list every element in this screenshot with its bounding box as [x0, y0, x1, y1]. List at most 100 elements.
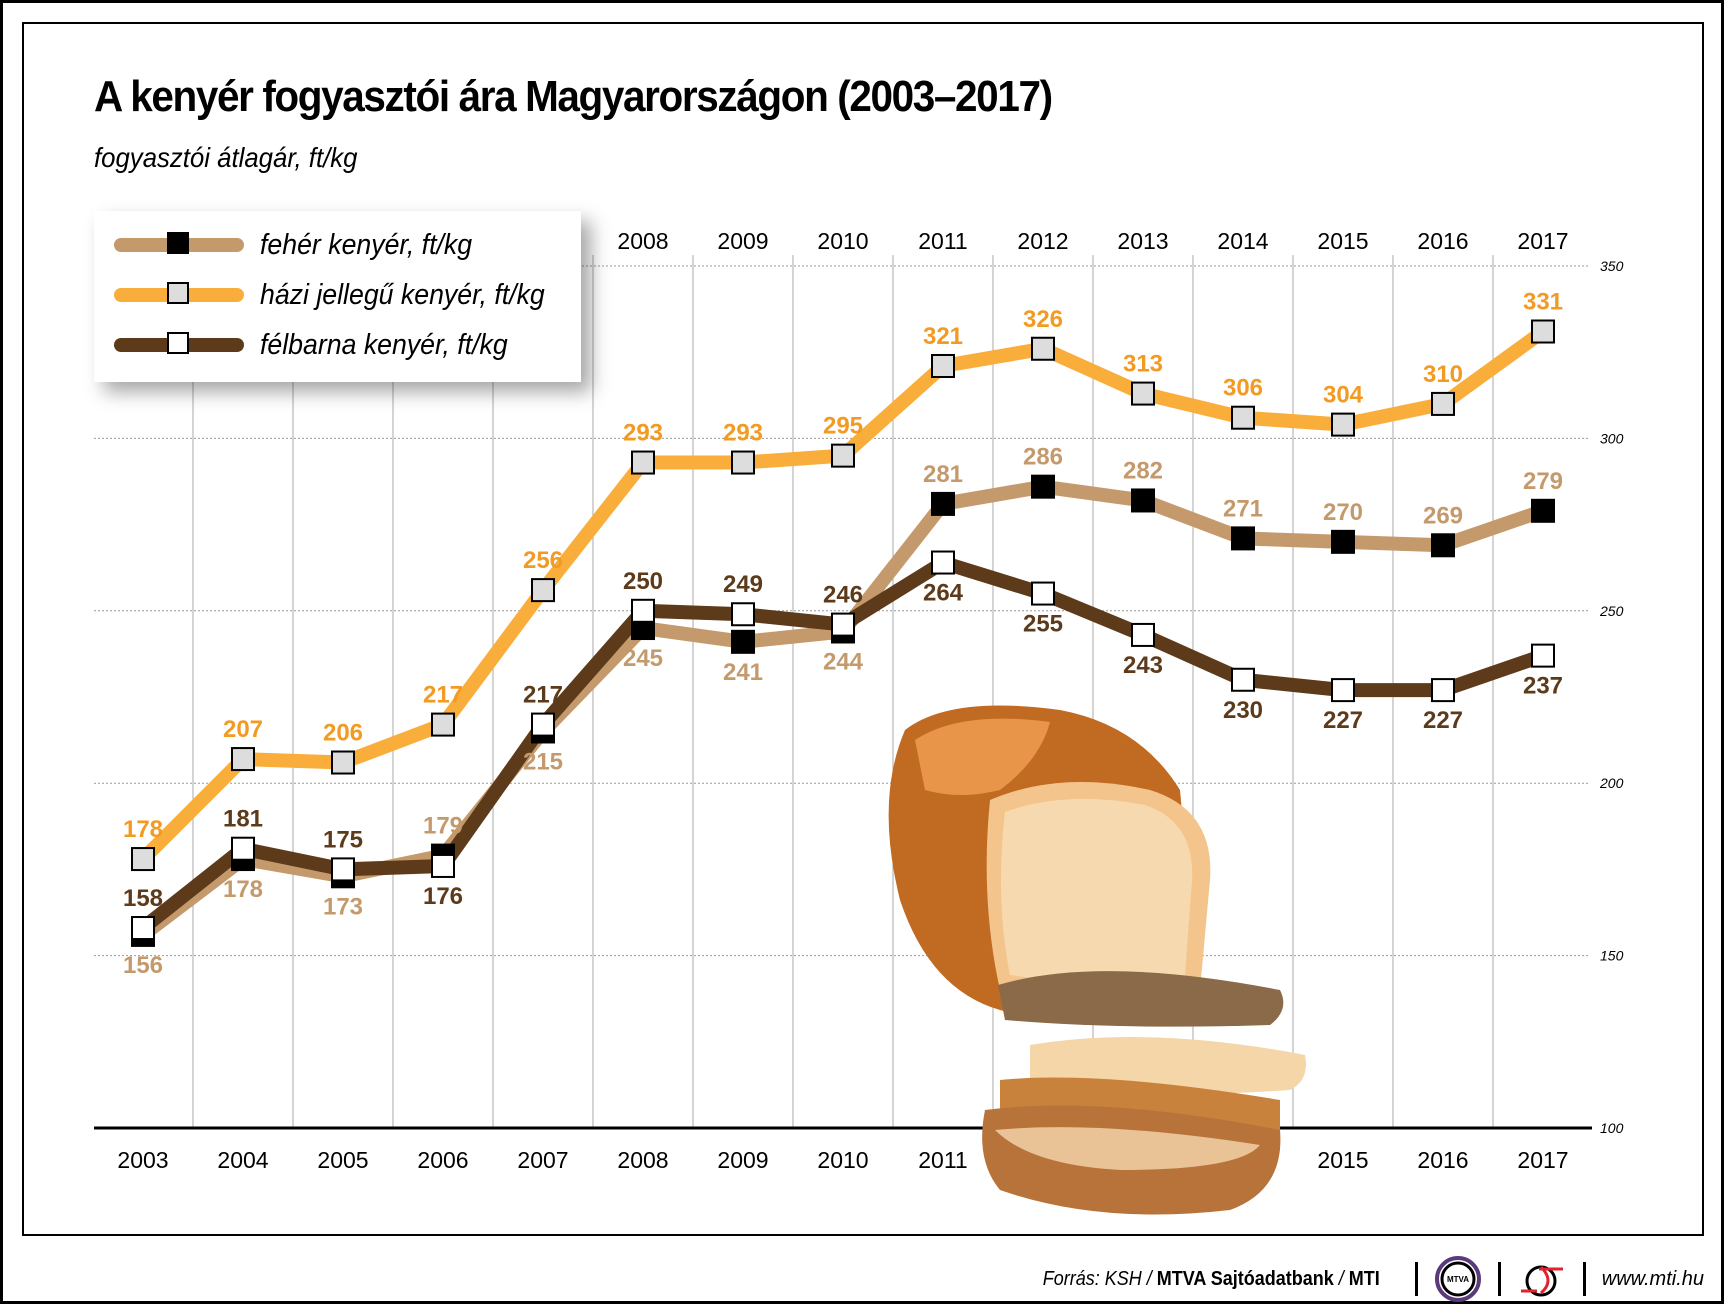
- legend-item-hazi: házi jellegű kenyér, ft/kg: [114, 275, 570, 315]
- y-tick-label: 150: [1600, 948, 1624, 964]
- x-tick-label: 2006: [417, 1147, 468, 1173]
- data-label: 279: [1523, 468, 1563, 495]
- x-tick-label-top: 2008: [617, 228, 668, 254]
- data-marker: [531, 578, 555, 603]
- data-marker: [731, 629, 755, 654]
- legend-item-feher: fehér kenyér, ft/kg: [114, 225, 491, 265]
- data-marker: [1131, 622, 1155, 647]
- data-marker: [1331, 529, 1355, 554]
- legend-label: házi jellegű kenyér, ft/kg: [260, 278, 545, 311]
- data-marker: [1031, 336, 1055, 361]
- data-marker: [1431, 533, 1455, 558]
- data-marker: [931, 550, 955, 575]
- data-label: 250: [623, 568, 663, 595]
- data-label: 293: [723, 420, 763, 447]
- divider: [1414, 1262, 1418, 1296]
- data-label: 326: [1023, 306, 1063, 333]
- divider: [1582, 1262, 1586, 1296]
- x-tick-label-top: 2016: [1417, 228, 1468, 254]
- x-tick-label-top: 2011: [918, 228, 967, 254]
- x-tick-label: 2011: [918, 1147, 967, 1173]
- data-label: 206: [323, 720, 363, 747]
- data-label: 246: [823, 582, 863, 609]
- x-tick-label: 2004: [217, 1147, 268, 1173]
- data-label: 313: [1123, 351, 1163, 378]
- data-label: 176: [423, 883, 463, 910]
- data-label: 178: [123, 816, 163, 843]
- y-tick-label: 250: [1599, 603, 1624, 619]
- data-label: 256: [523, 547, 563, 574]
- data-label: 306: [1223, 375, 1263, 402]
- y-tick-label: 350: [1600, 258, 1624, 274]
- x-tick-label: 2010: [817, 1147, 868, 1173]
- footer: Forrás: KSH / MTVA Sajtóadatbank / MTI M…: [1024, 1255, 1704, 1303]
- data-marker: [431, 853, 455, 878]
- data-marker: [1531, 319, 1555, 344]
- grey-square-icon: [167, 282, 189, 304]
- data-marker: [831, 443, 855, 468]
- legend: fehér kenyér, ft/kg házi jellegű kenyér,…: [94, 211, 581, 382]
- data-label: 270: [1323, 499, 1363, 526]
- chart-frame: [22, 22, 1704, 1236]
- x-tick-label: 2017: [1517, 1147, 1568, 1173]
- svg-text:MTVA: MTVA: [1447, 1275, 1469, 1284]
- data-label: 293: [623, 420, 663, 447]
- legend-label: fehér kenyér, ft/kg: [260, 228, 473, 261]
- data-label: 241: [723, 659, 763, 686]
- website-link[interactable]: www.mti.hu: [1601, 1267, 1704, 1290]
- data-label: 237: [1523, 673, 1563, 700]
- data-label: 282: [1123, 457, 1163, 484]
- legend-line: [114, 282, 244, 304]
- data-marker: [1231, 526, 1255, 551]
- data-marker: [1431, 678, 1455, 703]
- legend-line: [114, 232, 244, 254]
- data-marker: [531, 712, 555, 737]
- data-label: 156: [123, 952, 163, 979]
- source-bold: MTVA Sajtóadatbank: [1156, 1267, 1335, 1290]
- data-marker: [1231, 667, 1255, 692]
- mtva-logo-icon: MTVA: [1434, 1256, 1481, 1302]
- data-label: 158: [123, 885, 163, 912]
- data-marker: [731, 450, 755, 475]
- data-label: 255: [1023, 611, 1063, 638]
- legend-item-felbarna: félbarna kenyér, ft/kg: [114, 325, 529, 365]
- data-marker: [1331, 678, 1355, 703]
- data-marker: [1131, 381, 1155, 406]
- data-marker: [131, 847, 155, 872]
- data-label: 217: [423, 682, 463, 709]
- data-marker: [1031, 581, 1055, 606]
- x-tick-label-top: 2010: [817, 228, 868, 254]
- legend-label: félbarna kenyér, ft/kg: [260, 328, 508, 361]
- data-label: 281: [923, 461, 963, 488]
- data-marker: [1231, 405, 1255, 430]
- x-tick-label: 2016: [1417, 1147, 1468, 1173]
- source-sep: /: [1334, 1267, 1350, 1290]
- data-marker: [431, 712, 455, 737]
- data-marker: [931, 491, 955, 516]
- data-label: 244: [823, 648, 864, 675]
- data-label: 181: [223, 806, 263, 833]
- y-tick-label: 300: [1600, 430, 1624, 446]
- data-label: 269: [1423, 502, 1463, 529]
- data-label: 264: [923, 580, 964, 607]
- black-square-icon: [167, 232, 189, 254]
- data-marker: [231, 836, 255, 861]
- data-label: 243: [1123, 652, 1163, 679]
- data-marker: [1131, 488, 1155, 513]
- data-label: 227: [1423, 707, 1463, 734]
- x-tick-label-top: 2012: [1017, 228, 1068, 254]
- data-marker: [731, 602, 755, 627]
- data-marker: [131, 916, 155, 941]
- data-marker: [931, 353, 955, 378]
- data-label: 217: [523, 682, 563, 709]
- data-marker: [1031, 474, 1055, 499]
- x-tick-label-top: 2009: [717, 228, 768, 254]
- x-tick-label: 2007: [517, 1147, 568, 1173]
- x-tick-label: 2005: [317, 1147, 368, 1173]
- data-label: 245: [623, 645, 663, 672]
- data-label: 227: [1323, 707, 1363, 734]
- data-marker: [1531, 643, 1555, 668]
- chart-title: A kenyér fogyasztói ára Magyarországon (…: [94, 72, 1053, 121]
